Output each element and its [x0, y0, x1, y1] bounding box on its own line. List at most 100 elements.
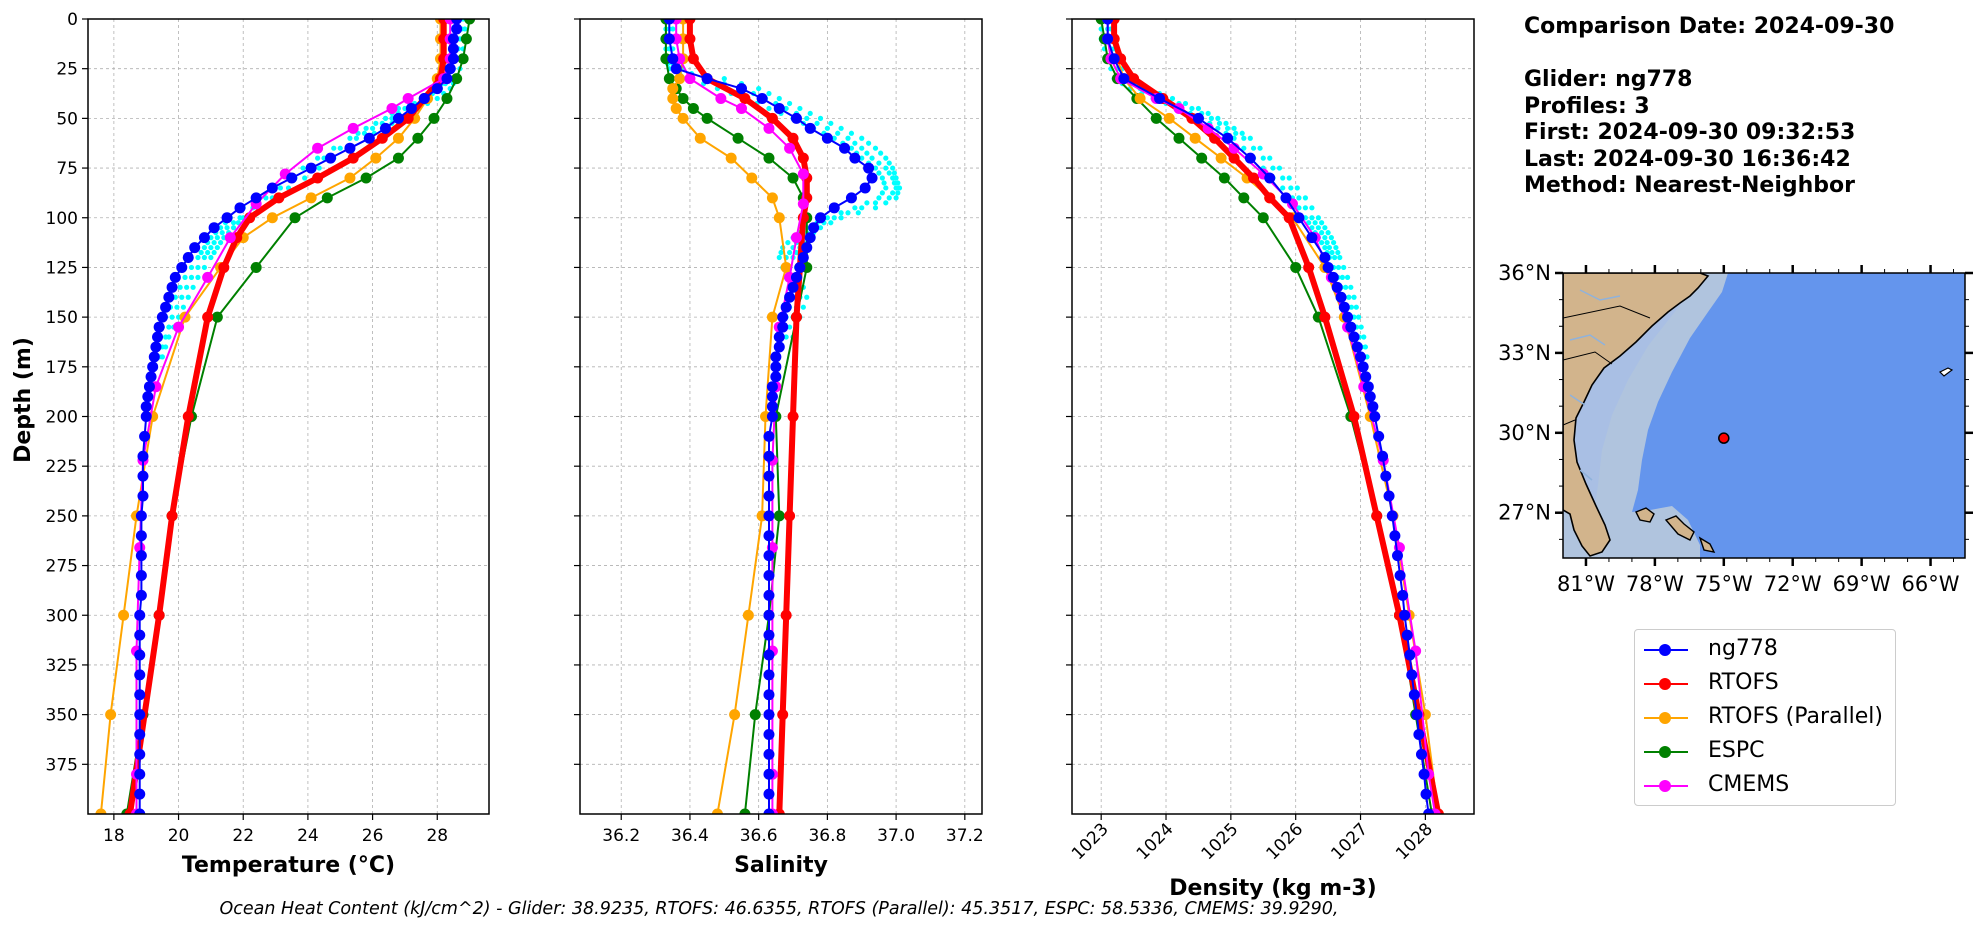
glider-raw-point: [1333, 244, 1339, 251]
glider-raw-point: [1358, 324, 1364, 330]
glider-raw-point: [1309, 215, 1315, 221]
glider-raw-point: [1326, 244, 1333, 251]
series-point-cmems: [797, 198, 809, 210]
glider-location-marker: [1718, 432, 1730, 444]
glider-raw-point: [1348, 304, 1355, 310]
series-point-ng778: [392, 112, 404, 124]
series-point-ng778: [808, 222, 820, 234]
series-point-ng778: [444, 63, 456, 75]
legend-label: CMEMS: [1708, 772, 1790, 797]
series-point-ng778: [145, 371, 157, 383]
series-point-ng778: [777, 311, 789, 323]
series-point-ng778: [1357, 361, 1369, 373]
series-point-ng778: [198, 232, 210, 244]
series-point-espc: [732, 132, 744, 144]
series-point-espc: [428, 112, 440, 124]
glider-raw-point: [886, 195, 892, 201]
glider-raw-point: [1306, 220, 1312, 226]
glider-raw-point: [1312, 220, 1318, 226]
glider-raw-point: [347, 135, 353, 141]
glider-raw-point: [180, 304, 186, 310]
series-point-rtofs: [777, 709, 789, 721]
glider-raw-point: [166, 334, 172, 340]
glider-raw-point: [169, 314, 175, 320]
series-point-ng778: [137, 490, 149, 502]
plot-area: [1095, 19, 1444, 814]
legend-item-rtofs: RTOFS: [1635, 668, 1893, 702]
glider-raw-point: [876, 160, 882, 166]
glider-raw-point: [179, 294, 185, 300]
series-point-rtofs-parallel-: [674, 73, 686, 85]
series-point-ng778: [286, 172, 298, 184]
map-frame: [1562, 272, 1966, 559]
map-bermuda: [1938, 367, 1954, 377]
temperature-panel: 0 25 50 75 100 125 150 175 200 225 250 275 300 325 350…: [46, 10, 490, 878]
series-point-ng778: [1222, 132, 1234, 144]
series-point-cmems: [735, 102, 747, 114]
glider-raw-point: [1346, 294, 1352, 300]
glider-raw-point: [896, 185, 903, 191]
series-point-espc: [701, 112, 713, 124]
series-point-rtofs-parallel-: [392, 132, 404, 144]
series-point-espc: [677, 93, 689, 104]
glider-raw-point: [1348, 284, 1354, 290]
series-point-espc: [289, 212, 301, 224]
glider-raw-point: [1361, 334, 1367, 340]
glider-raw-point: [230, 220, 237, 226]
glider-raw-point: [879, 190, 885, 196]
series-point-rtofs: [273, 192, 285, 204]
series-point-rtofs-parallel-: [746, 172, 758, 184]
series-point-ng778: [1364, 391, 1376, 403]
glider-raw-point: [214, 244, 220, 251]
map-rivers: [1569, 289, 1621, 481]
glider-raw-point: [890, 165, 896, 171]
glider-raw-point: [855, 210, 861, 216]
series-point-cmems: [784, 142, 796, 154]
series-point-ng778: [790, 271, 802, 283]
series-point-ng778: [763, 510, 775, 522]
series-point-espc: [457, 53, 469, 65]
series-point-ng778: [1404, 649, 1416, 661]
y-tick-label: 350: [46, 706, 78, 726]
series-point-cmems: [1202, 122, 1214, 134]
salinity-panel: 36.2 36.4 36.6 36.8 37.0 37.2 Salinity: [574, 18, 984, 878]
x-tick-label: 36.6: [740, 826, 778, 846]
glider-raw-point: [1325, 230, 1331, 236]
legend-label: ng778: [1708, 636, 1778, 661]
series-point-ng778: [1345, 321, 1357, 333]
series-point-ng778: [763, 430, 775, 442]
glider-raw-point: [1241, 135, 1247, 141]
glider-raw-point: [1239, 130, 1245, 136]
glider-raw-point: [219, 230, 225, 236]
glider-raw-point: [1286, 175, 1292, 181]
series-point-cmems: [715, 93, 727, 104]
series-point-espc: [460, 33, 472, 45]
glider-raw-point: [1208, 115, 1215, 121]
series-point-ng778: [169, 271, 181, 283]
legend-label: ESPC: [1708, 738, 1765, 763]
glider-raw-point: [1296, 195, 1302, 201]
series-point-ng778: [234, 202, 246, 214]
glider-raw-point: [883, 155, 889, 161]
series-point-ng778: [763, 808, 775, 814]
series-point-espc: [763, 152, 775, 164]
legend-item-cmems: CMEMS: [1635, 770, 1893, 804]
x-tick-label: 22: [232, 826, 254, 846]
glider-raw-point: [188, 264, 195, 271]
glider-raw-point: [214, 235, 220, 241]
glider-raw-point: [1231, 125, 1237, 131]
glider-raw-point: [864, 150, 870, 156]
series-point-ng778: [849, 152, 861, 164]
series-point-ng778: [166, 281, 178, 293]
glider-raw-point: [783, 105, 789, 112]
glider-raw-point: [163, 344, 169, 350]
series-point-ng778: [763, 788, 775, 800]
series-point-ng778: [134, 768, 146, 780]
series-point-ng778: [380, 122, 392, 134]
series-point-ng778: [815, 212, 827, 224]
glider-raw-point: [1302, 195, 1309, 201]
glider-raw-point: [1215, 115, 1221, 121]
x-tick-label: 36.4: [671, 826, 709, 846]
series-point-ng778: [828, 202, 840, 214]
glider-raw-point: [1267, 155, 1273, 161]
